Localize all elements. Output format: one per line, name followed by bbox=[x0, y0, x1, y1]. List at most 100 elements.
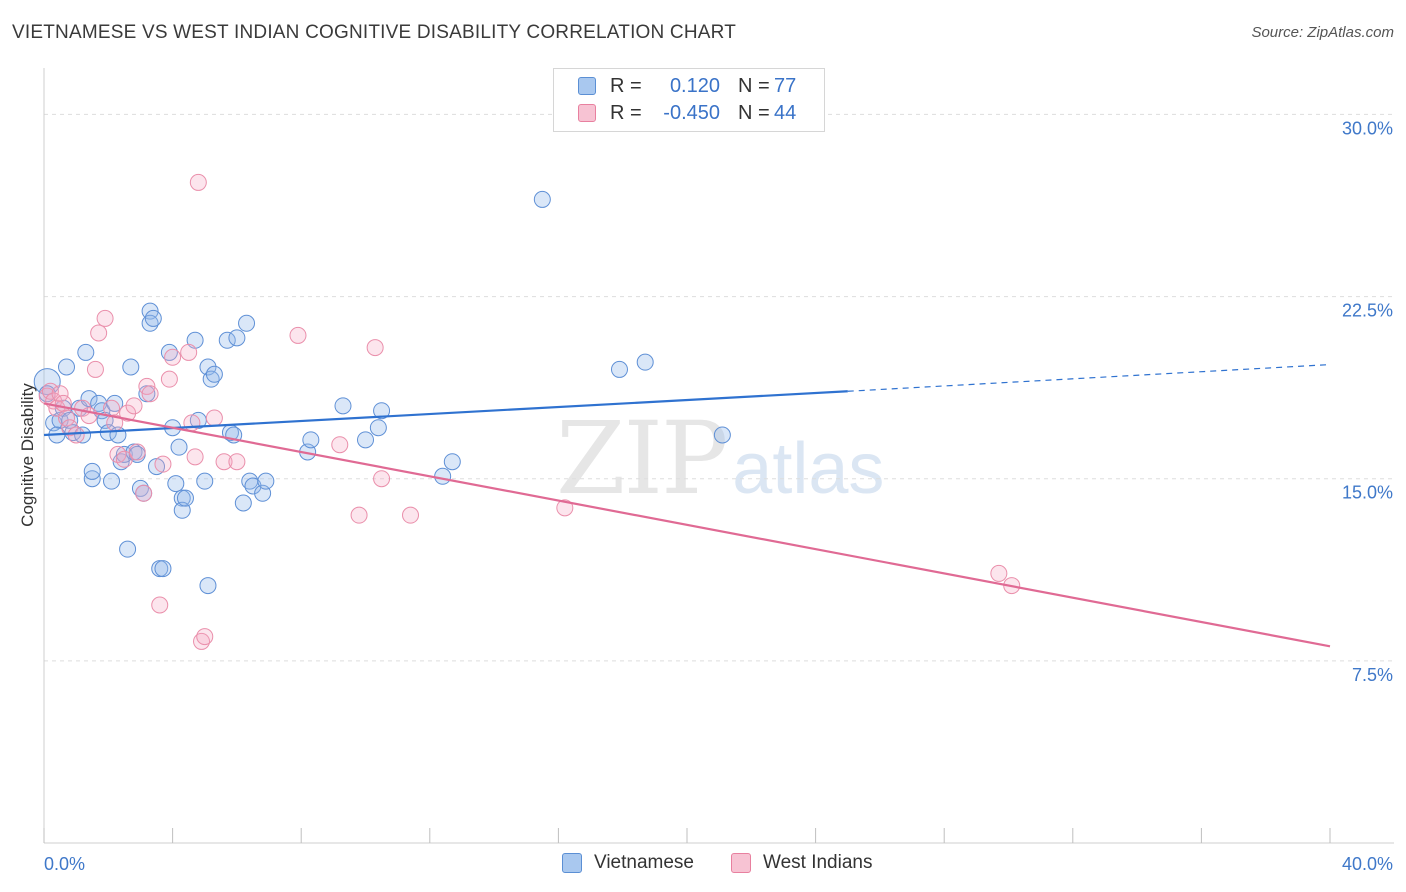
west-indians-point bbox=[51, 385, 69, 403]
vietnamese-point bbox=[228, 329, 246, 347]
watermark: ZIPatlas bbox=[556, 400, 884, 517]
west-indians-point bbox=[135, 484, 153, 502]
y-tick-label: 15.0% bbox=[1342, 483, 1393, 503]
vietnamese-point bbox=[33, 368, 61, 396]
vietnamese-point bbox=[533, 190, 551, 208]
bottom-legend-vietnamese: Vietnamese bbox=[562, 852, 694, 874]
west-indians-point bbox=[96, 309, 114, 327]
legend-row-vietnamese: R = 0.120 N = 77 bbox=[578, 74, 796, 98]
west-indians-point bbox=[331, 436, 349, 454]
y-tick-label: 30.0% bbox=[1342, 118, 1393, 138]
west-indians-point bbox=[90, 324, 108, 342]
bottom-legend-swatch-west-indians bbox=[731, 853, 751, 873]
y-axis-label: Cognitive Disability bbox=[18, 383, 37, 527]
vietnamese-point bbox=[199, 577, 217, 595]
west-indians-point bbox=[189, 173, 207, 191]
vietnamese-point bbox=[205, 365, 223, 383]
legend-r-label: R = bbox=[610, 74, 642, 97]
vietnamese-point bbox=[83, 462, 101, 480]
vietnamese-point bbox=[167, 475, 185, 493]
legend-r-label: R = bbox=[610, 101, 642, 124]
west-indians-point bbox=[205, 409, 223, 427]
legend-row-west-indians: R = -0.450 N = 44 bbox=[578, 101, 796, 125]
west-indians-point bbox=[215, 453, 233, 471]
vietnamese-point bbox=[202, 370, 220, 388]
west-indians-point bbox=[58, 409, 76, 427]
west-indians-point bbox=[556, 499, 574, 517]
legend-swatch-west-indians bbox=[578, 104, 596, 122]
west-indians-point bbox=[164, 348, 182, 366]
vietnamese-point bbox=[83, 470, 101, 488]
vietnamese-point bbox=[106, 394, 124, 412]
west-indians-point bbox=[125, 397, 143, 415]
legend-r-value: 0.120 bbox=[669, 74, 720, 97]
vietnamese-point bbox=[713, 426, 731, 444]
vietnamese-point bbox=[369, 419, 387, 437]
bottom-legend-label-vietnamese: Vietnamese bbox=[594, 852, 694, 873]
vietnamese-point bbox=[148, 458, 166, 476]
vietnamese-point bbox=[434, 467, 452, 485]
watermark-zip: ZIP bbox=[556, 400, 728, 517]
west-indians-point bbox=[41, 382, 59, 400]
west-indians-point bbox=[289, 326, 307, 344]
west-indians-point bbox=[86, 360, 104, 378]
west-indians-point bbox=[119, 404, 137, 422]
west-indians-point bbox=[61, 419, 79, 437]
west-indians-point bbox=[141, 385, 159, 403]
vietnamese-point bbox=[103, 472, 121, 490]
legend-r-value: -0.450 bbox=[663, 101, 720, 124]
west-indians-point bbox=[128, 443, 146, 461]
bottom-legend-west-indians: West Indians bbox=[731, 852, 872, 874]
west-indians-point bbox=[196, 628, 214, 646]
west-indians-point bbox=[373, 470, 391, 488]
vietnamese-point bbox=[122, 358, 140, 376]
west-indians-point bbox=[350, 506, 368, 524]
west-indians-point bbox=[193, 632, 211, 650]
vietnamese-point bbox=[176, 489, 194, 507]
vietnamese-point bbox=[144, 309, 162, 327]
vietnamese-point bbox=[443, 453, 461, 471]
vietnamese-point bbox=[196, 472, 214, 490]
west-indians-trend-line bbox=[43, 402, 1331, 648]
vietnamese-point bbox=[160, 343, 178, 361]
y-tick-label: 22.5% bbox=[1342, 301, 1393, 321]
legend-n-value: 77 bbox=[774, 74, 797, 97]
vietnamese-point bbox=[170, 438, 188, 456]
watermark-atlas: atlas bbox=[732, 429, 885, 509]
vietnamese-point bbox=[302, 431, 320, 449]
west-indians-point bbox=[228, 453, 246, 471]
west-indians-point bbox=[183, 414, 201, 432]
vietnamese-point bbox=[77, 343, 95, 361]
legend-n-label: N = bbox=[738, 101, 770, 124]
vietnamese-point bbox=[131, 479, 149, 497]
vietnamese-point bbox=[80, 390, 98, 408]
west-indians-point bbox=[990, 564, 1008, 582]
y-tick-label: 7.5% bbox=[1352, 665, 1393, 685]
vietnamese-point bbox=[234, 494, 252, 512]
x-tick-label: 40.0% bbox=[1342, 854, 1393, 874]
west-indians-point bbox=[366, 339, 384, 357]
vietnamese-point bbox=[334, 397, 352, 415]
vietnamese-point bbox=[58, 358, 76, 376]
bottom-legend-swatch-vietnamese bbox=[562, 853, 582, 873]
legend-swatch-vietnamese bbox=[578, 77, 596, 95]
vietnamese-point bbox=[244, 477, 262, 495]
chart-title: VIETNAMESE VS WEST INDIAN COGNITIVE DISA… bbox=[12, 22, 737, 43]
vietnamese-point bbox=[141, 314, 159, 332]
west-indians-point bbox=[160, 370, 178, 388]
vietnamese-point bbox=[115, 445, 133, 463]
vietnamese-point bbox=[636, 353, 654, 371]
correlation-legend: R = 0.120 N = 77 R = -0.450 N = 44 bbox=[553, 68, 825, 132]
west-indians-point bbox=[154, 455, 172, 473]
vietnamese-point bbox=[154, 560, 172, 578]
vietnamese-point bbox=[257, 472, 275, 490]
west-indians-point bbox=[151, 596, 169, 614]
vietnamese-trend-extension bbox=[847, 363, 1331, 392]
west-indians-point bbox=[186, 448, 204, 466]
x-tick-label: 0.0% bbox=[44, 854, 85, 874]
vietnamese-point bbox=[238, 314, 256, 332]
west-indians-point bbox=[402, 506, 420, 524]
vietnamese-point bbox=[74, 426, 92, 444]
west-indians-point bbox=[115, 450, 133, 468]
